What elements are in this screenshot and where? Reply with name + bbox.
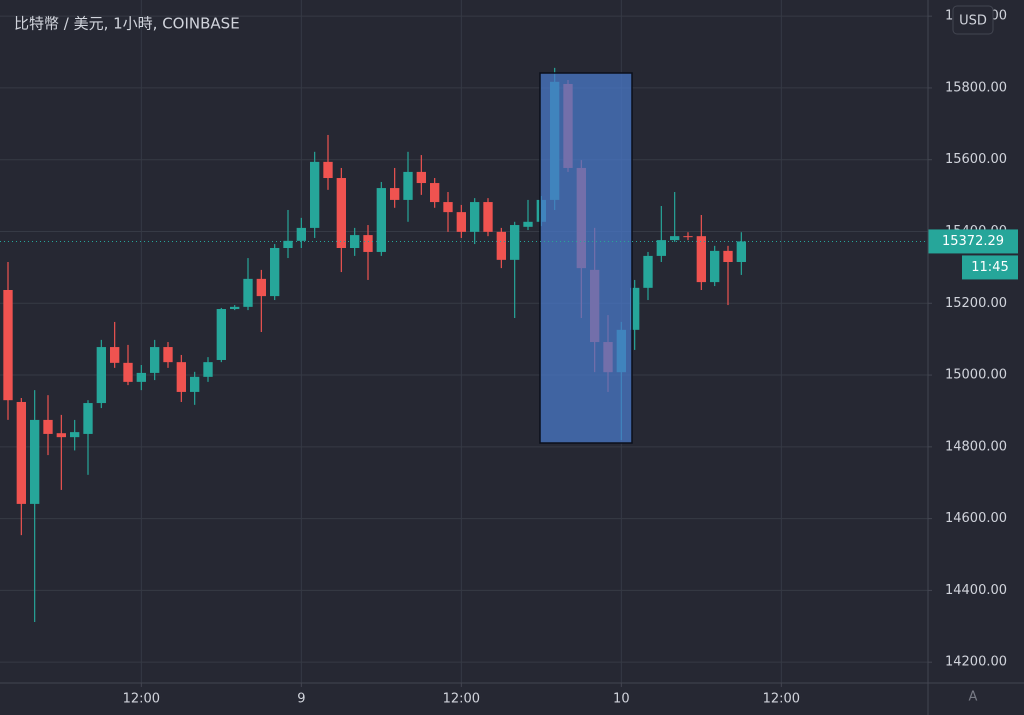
y-tick-label: 15200.00 [945, 296, 1007, 311]
candle-body [176, 362, 186, 392]
candle-body [56, 433, 66, 438]
candle-body [110, 347, 120, 363]
candle-body [670, 236, 680, 241]
y-tick-label: 14600.00 [945, 511, 1007, 526]
candle-body [483, 202, 493, 232]
candle-body [243, 278, 253, 307]
candle-body [83, 403, 93, 434]
candle-body [643, 255, 653, 288]
candle-body [310, 161, 320, 228]
candle-body [456, 212, 466, 232]
candle-body [136, 372, 146, 382]
candle-body [523, 221, 533, 227]
x-tick-label: 12:00 [123, 692, 160, 707]
candle-body [163, 347, 173, 363]
candle-body [350, 235, 360, 249]
candle-body [203, 362, 213, 377]
candle-body [430, 183, 440, 203]
candle-body [416, 171, 426, 184]
candle-body [390, 188, 400, 200]
y-tick-label: 14400.00 [945, 583, 1007, 598]
auto-scale-button[interactable]: A [969, 690, 978, 705]
candle-body [230, 306, 240, 310]
candle-body [736, 241, 746, 263]
candle-body [496, 231, 506, 260]
candle-body [323, 161, 333, 179]
candle-body [696, 236, 706, 283]
highlight-rectangle [539, 72, 633, 444]
chart-title: 比特幣 / 美元, 1小時, COINBASE [14, 15, 240, 33]
candle-body [683, 236, 693, 238]
candle-body [336, 178, 346, 249]
countdown-label: 11:45 [971, 260, 1008, 275]
candle-body [43, 419, 53, 434]
candle-body [443, 202, 453, 213]
grid [0, 0, 928, 683]
currency-label[interactable]: USD [959, 14, 987, 29]
candle-body [656, 240, 666, 256]
countdown-box [962, 255, 1018, 280]
y-tick-label: 15600.00 [945, 152, 1007, 167]
candle-body [256, 278, 266, 297]
candle-body [70, 432, 80, 438]
candle-body [190, 376, 200, 392]
x-tick-label: 12:00 [443, 692, 480, 707]
y-tick-label: 15000.00 [945, 368, 1007, 383]
y-tick-label: 15800.00 [945, 80, 1007, 95]
candle-body [16, 401, 26, 504]
candle-body [123, 362, 133, 382]
x-tick-label: 10 [613, 692, 630, 707]
x-tick-label: 9 [297, 692, 305, 707]
currency-button[interactable] [952, 5, 994, 35]
y-tick-label: 14800.00 [945, 439, 1007, 454]
candle-body [363, 235, 373, 252]
candle-body [510, 225, 520, 260]
candle-body [270, 248, 280, 297]
y-tick-label: 14200.00 [945, 655, 1007, 670]
last-price-label: 15372.29 [942, 234, 1004, 249]
candle-body [3, 289, 13, 401]
candle-body [376, 188, 386, 252]
candle-body [216, 309, 226, 360]
candle-body [470, 202, 480, 232]
candle-body [630, 287, 640, 330]
candle-body [96, 347, 106, 404]
last-price-box [928, 229, 1018, 254]
candle-body [30, 419, 40, 504]
candle-body [723, 250, 733, 263]
candle-body [710, 250, 720, 283]
x-tick-label: 12:00 [763, 692, 800, 707]
candle-body [150, 347, 160, 373]
candle-body [283, 240, 293, 249]
candle-body [296, 227, 306, 241]
candle-body [403, 171, 413, 200]
